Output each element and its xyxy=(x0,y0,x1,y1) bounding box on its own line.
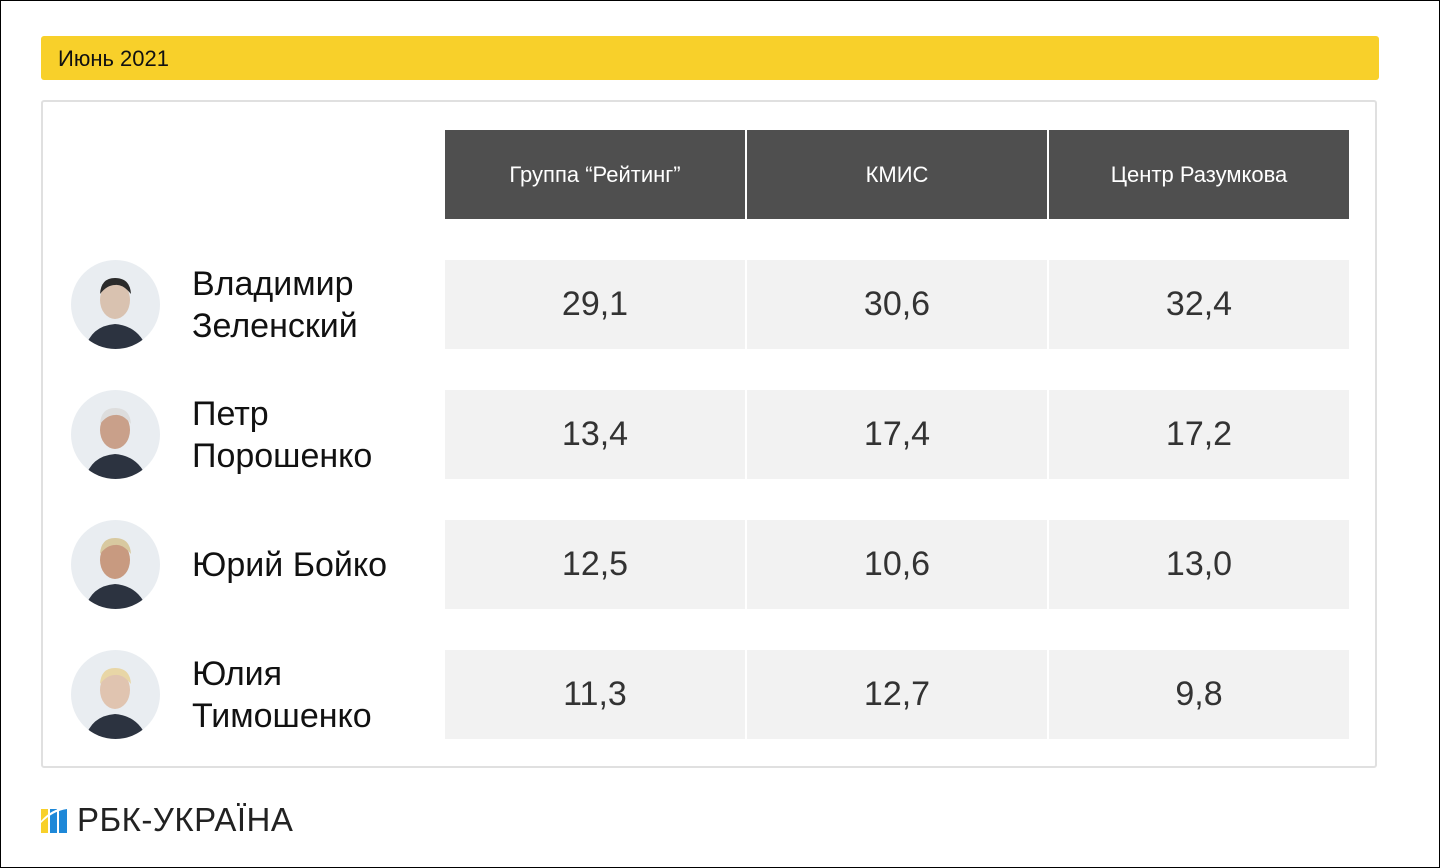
brand-logo: РБК-УКРАЇНА xyxy=(41,801,293,839)
candidate-name: Юрий Бойко xyxy=(192,545,388,584)
brand-name: РБК-УКРАЇНА xyxy=(77,801,294,838)
avatar xyxy=(71,520,160,609)
period-label: Июнь 2021 xyxy=(58,46,169,71)
value-cell: 12,7 xyxy=(747,650,1047,739)
period-banner: Июнь 2021 xyxy=(41,36,1379,80)
value-cell: 29,1 xyxy=(445,260,745,349)
value-cell: 11,3 xyxy=(445,650,745,739)
column-header: Группа “Рейтинг” xyxy=(445,130,745,219)
value-cell: 9,8 xyxy=(1049,650,1349,739)
avatar xyxy=(71,650,160,739)
column-header: КМИС xyxy=(747,130,1047,219)
poll-table-card xyxy=(41,100,1377,768)
value-cell: 30,6 xyxy=(747,260,1047,349)
value-cell: 13,0 xyxy=(1049,520,1349,609)
candidate-name: Владимир Зеленский xyxy=(192,264,358,345)
value-cell: 17,2 xyxy=(1049,390,1349,479)
logo-icon xyxy=(41,807,67,833)
column-header: Центр Разумкова xyxy=(1049,130,1349,219)
avatar xyxy=(71,390,160,479)
candidate-name: Юлия Тимошенко xyxy=(192,654,372,735)
avatar xyxy=(71,260,160,349)
value-cell: 10,6 xyxy=(747,520,1047,609)
candidate-name: Петр Порошенко xyxy=(192,394,373,475)
value-cell: 32,4 xyxy=(1049,260,1349,349)
value-cell: 12,5 xyxy=(445,520,745,609)
value-cell: 17,4 xyxy=(747,390,1047,479)
value-cell: 13,4 xyxy=(445,390,745,479)
